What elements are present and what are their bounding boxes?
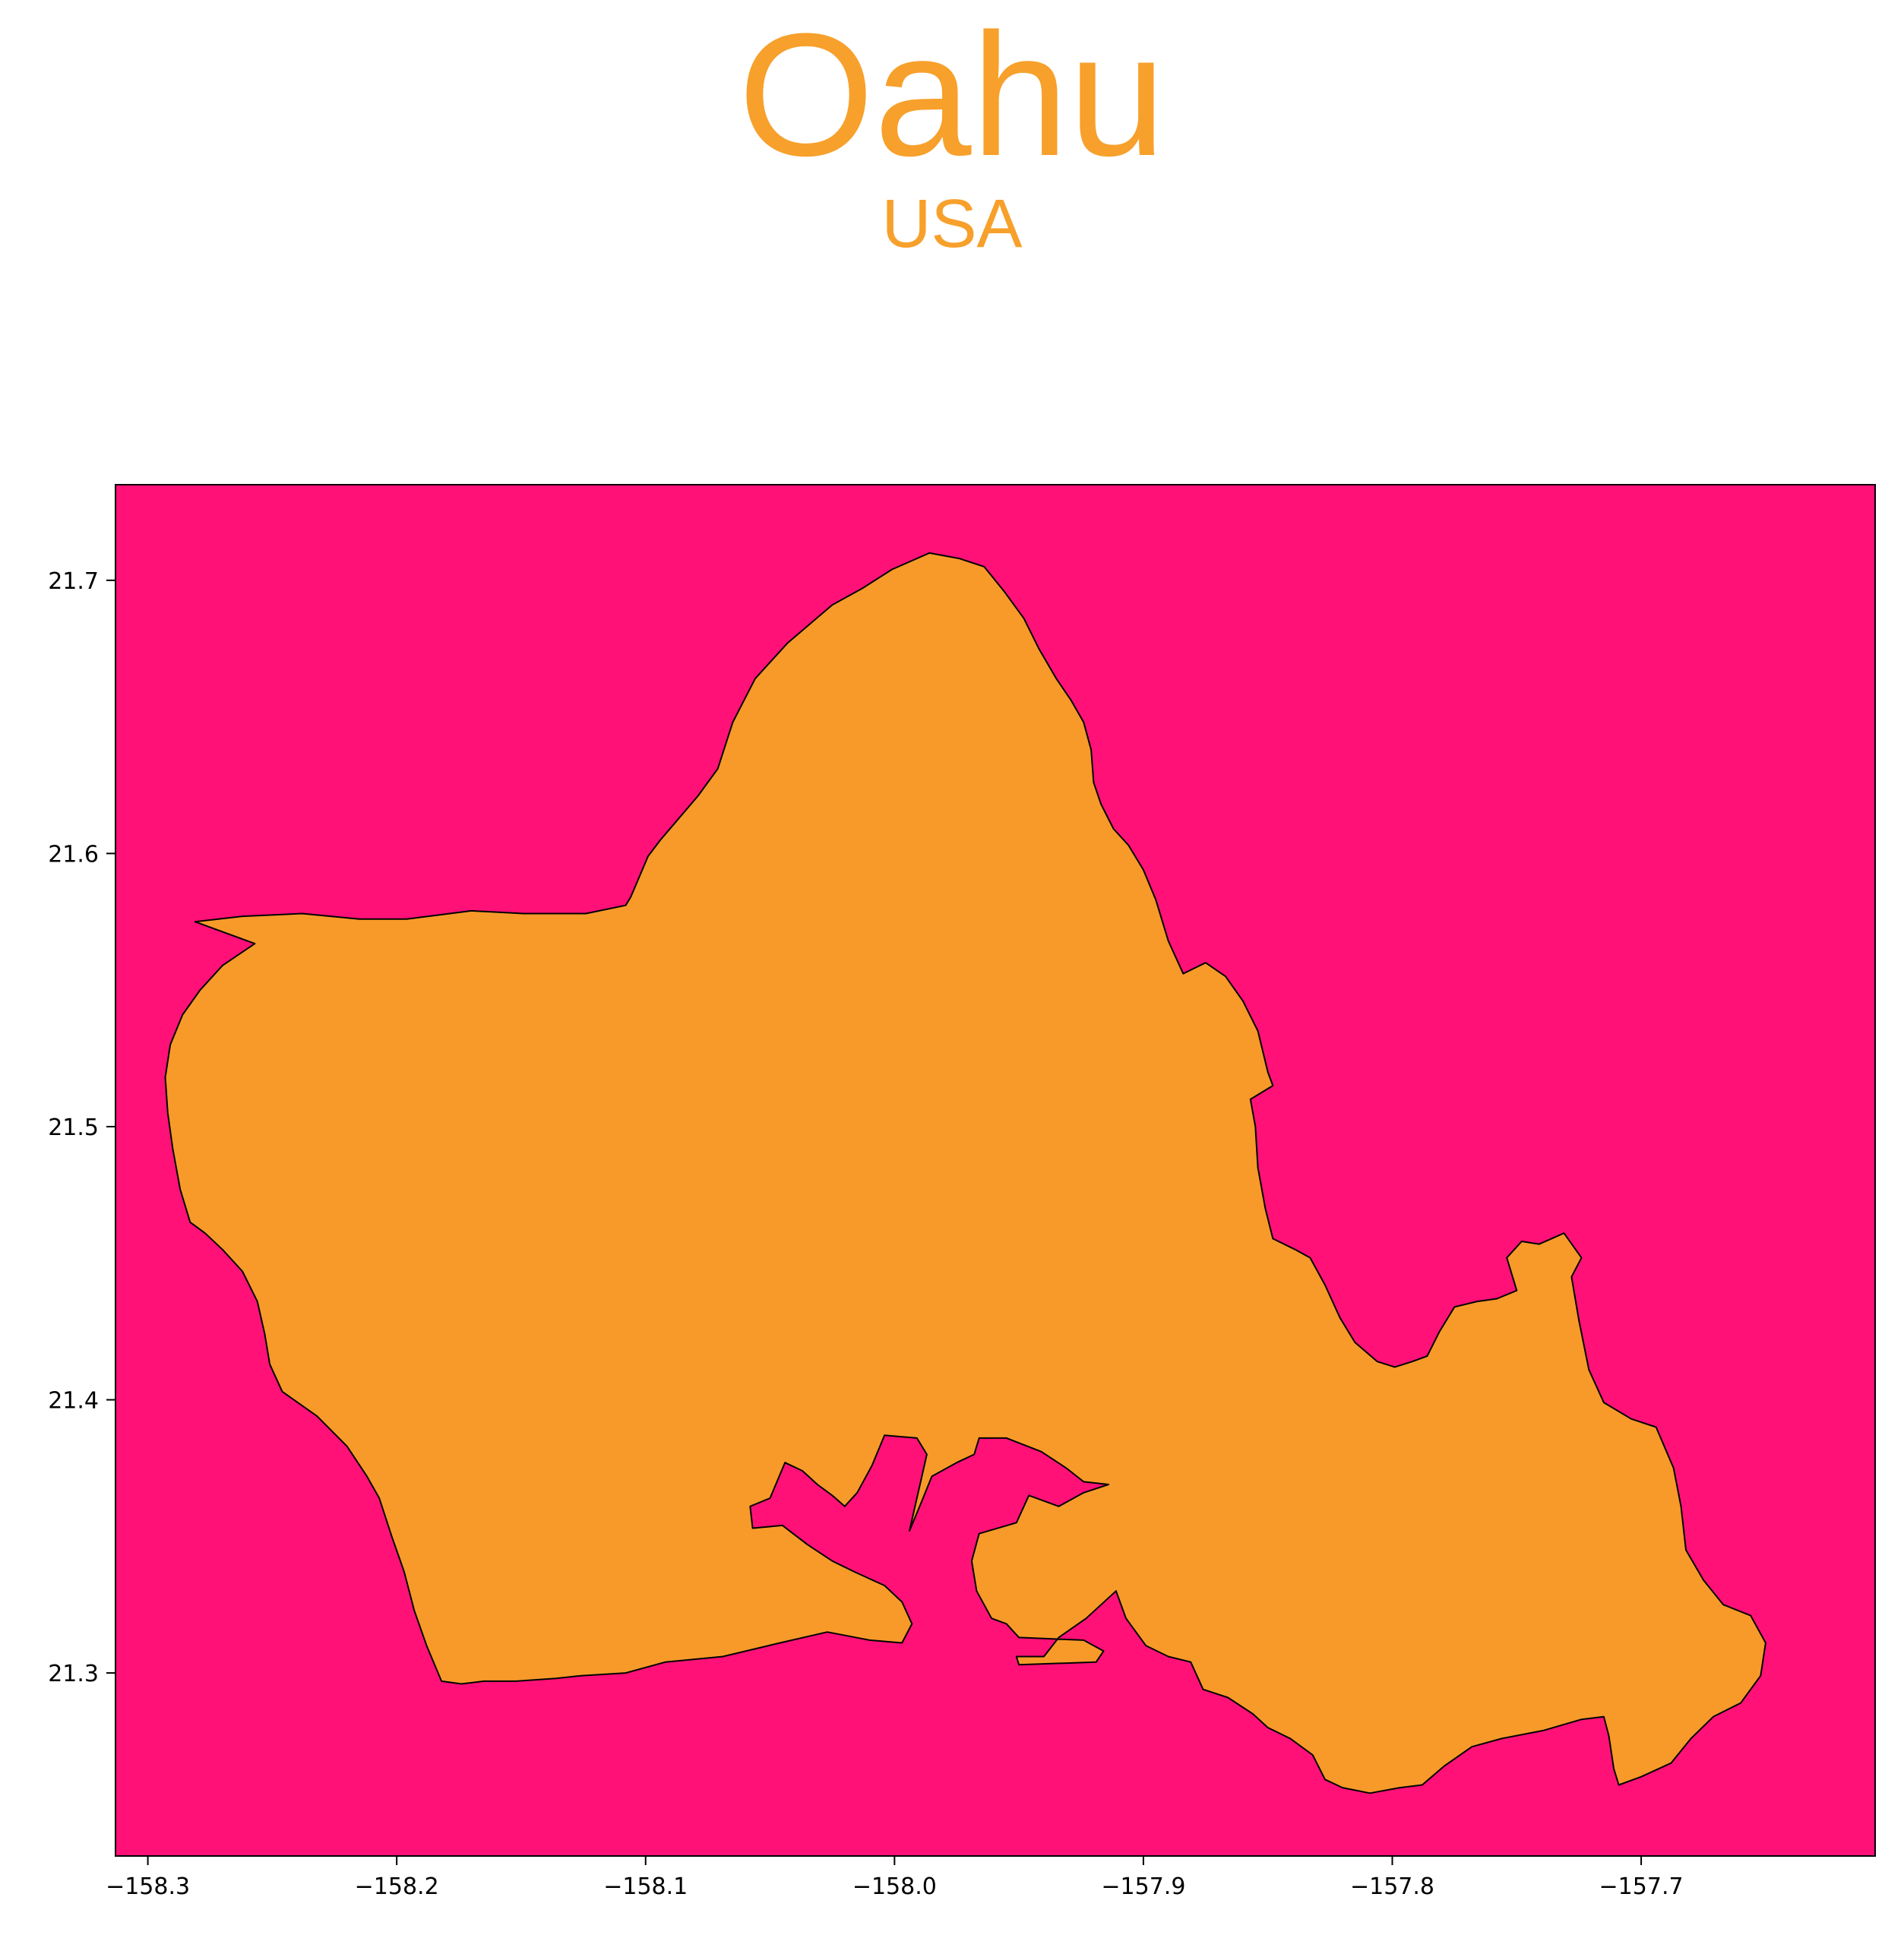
map-title: Oahu [738,0,1166,192]
x-axis: −158.3 −158.2 −158.1 −158.0 −157.9 −157.8 −157… [106,1856,1684,1900]
x-tick-label: −157.9 [1101,1873,1185,1900]
x-tick-label: −158.1 [603,1873,688,1900]
x-tick-label: −157.8 [1350,1873,1434,1900]
x-tick-label: −158.2 [355,1873,439,1900]
island-landmass [164,552,1766,1794]
x-tick-label: −158.3 [106,1873,190,1900]
y-axis: 21.3 21.4 21.5 21.6 21.7 [48,568,115,1687]
y-tick-label: 21.4 [48,1388,99,1415]
x-tick-label: −158.0 [852,1873,937,1900]
y-tick-label: 21.5 [48,1115,99,1141]
x-tick-label: −157.7 [1599,1873,1684,1900]
y-tick-label: 21.7 [48,568,99,595]
y-tick-label: 21.6 [48,841,99,868]
map-subtitle: USA [881,186,1023,262]
y-tick-label: 21.3 [48,1661,99,1687]
plot-frame [115,484,1876,1857]
